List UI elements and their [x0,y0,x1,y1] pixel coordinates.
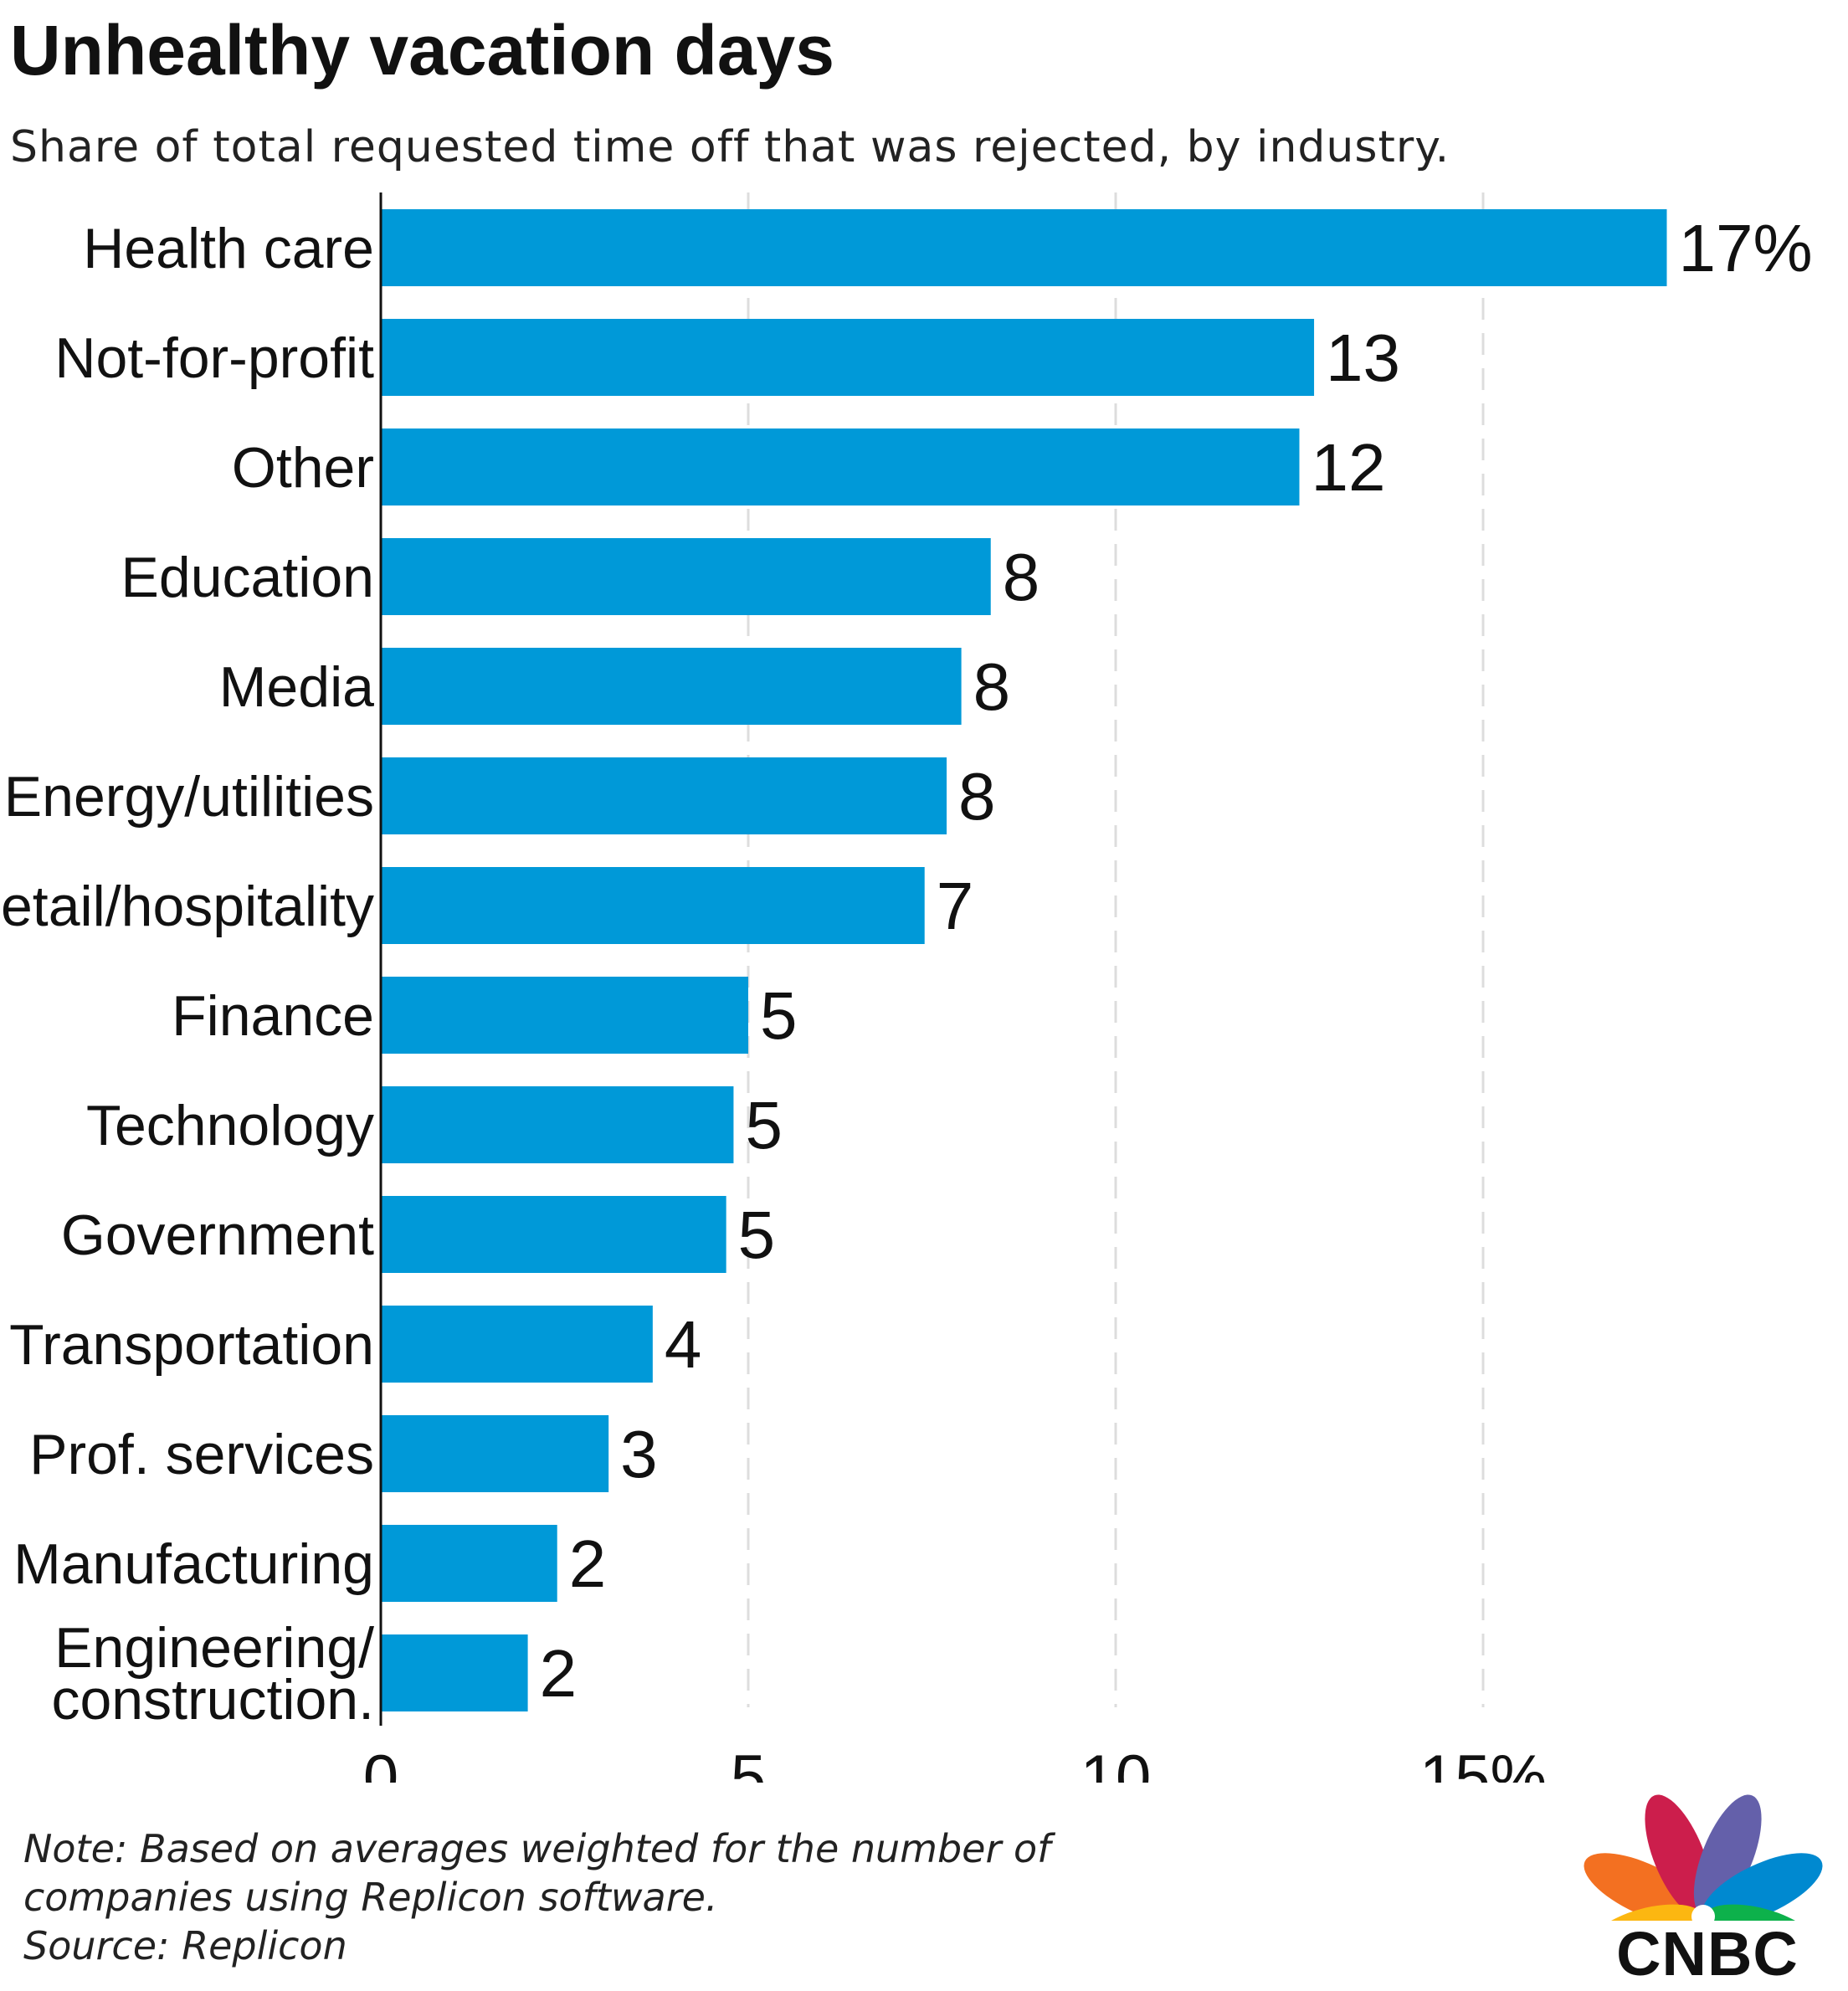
bar [381,1086,734,1163]
peacock-body [1691,1905,1715,1921]
bar [381,1634,528,1711]
category-label: Media [219,655,374,719]
data-label: 2 [569,1527,607,1601]
bar [381,209,1667,286]
peacock-feather-yellow [1589,1904,1704,1921]
data-label: 12 [1312,430,1386,505]
bar [381,648,962,725]
x-tick-label: 15% [1419,1742,1547,1783]
bar [381,757,947,834]
cnbc-peacock-logo [1584,1794,1823,1921]
category-label: Health care [83,217,374,280]
bar [381,1306,653,1383]
data-label: 5 [738,1198,776,1272]
chart-note: Note: Based on averages weighted for the… [23,1824,1195,1970]
peacock-feather-green [1702,1904,1817,1921]
bar-chart: Health care Not-for-profit Other Education M… [0,192,1813,1783]
x-tick-label: 0 [363,1742,398,1783]
bar [381,1525,557,1602]
category-label: Prof. services [29,1423,374,1486]
data-label: 4 [665,1307,702,1382]
gridlines [747,192,1485,1707]
bars [381,209,1667,1711]
chart-title: Unhealthy vacation days [10,11,834,90]
bar [381,428,1300,505]
bar [381,1196,726,1273]
category-label: Transportation [9,1313,374,1377]
x-tick-labels: 0 5 10 15% [363,1742,1547,1783]
bar [381,319,1315,396]
data-label: 7 [937,869,974,943]
category-label: Government [61,1203,374,1267]
note-line-1: Note: Based on averages weighted for the… [23,1826,1051,1871]
category-label: Engineering/construction. [51,1616,374,1732]
category-label: Retail/hospitality [0,875,374,938]
logo-wordmark: CNBC [1616,1919,1799,1988]
x-tick-label: 5 [731,1742,766,1783]
data-label: 5 [745,1088,783,1162]
bar [381,538,991,615]
category-label: Energy/utilities [4,765,374,829]
category-labels: Health care Not-for-profit Other Education M… [0,217,374,1732]
category-label: Not-for-profit [54,326,374,390]
data-label: 8 [973,649,1011,724]
chart-subtitle: Share of total requested time off that w… [10,122,1450,172]
category-label: Technology [86,1094,374,1157]
category-label: Finance [172,984,374,1048]
data-label: 5 [760,978,798,1053]
category-label: Other [232,436,374,500]
data-label: 17% [1679,211,1813,285]
data-label: 3 [620,1417,658,1491]
data-label: 2 [540,1636,578,1711]
data-label: 8 [958,759,996,834]
category-label: Education [121,546,374,609]
peacock-feather-purple [1693,1794,1762,1917]
bar [381,977,748,1054]
category-label: Manufacturing [13,1532,374,1596]
bar [381,867,925,944]
data-label: 8 [1003,540,1040,614]
data-label: 13 [1326,321,1400,395]
note-line-2: companies using Replicon software. [23,1875,718,1920]
source-line: Source: Replicon [23,1923,347,1968]
x-tick-label: 10 [1081,1742,1152,1783]
bar [381,1415,609,1492]
